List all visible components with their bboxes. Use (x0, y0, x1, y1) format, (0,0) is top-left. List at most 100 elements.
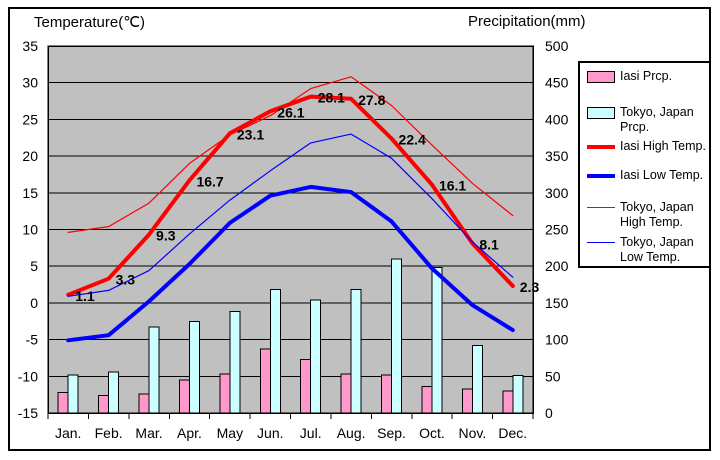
svg-text:1.1: 1.1 (75, 288, 95, 304)
legend-item-iasi-low: Iasi Low Temp. (587, 168, 707, 184)
data-point-labels: 1.1 3.3 9.3 16.7 23.1 26.1 28.1 27.8 22.4 16.1 8.1… (75, 90, 539, 304)
month-ticks (47, 413, 534, 419)
svg-text:300: 300 (545, 185, 569, 201)
legend-item-iasi-prcp: Iasi Prcp. (587, 69, 707, 85)
svg-text:Feb.: Feb. (95, 425, 123, 441)
bar (461, 388, 473, 414)
svg-text:16.7: 16.7 (196, 173, 223, 189)
temperature-axis-labels: 35 30 25 20 15 10 5 0 -5 -10 -15 (18, 38, 38, 421)
temp-line (67, 133, 514, 297)
bar (219, 373, 231, 414)
bar (421, 386, 433, 414)
svg-text:May: May (217, 425, 243, 441)
tokyo-prcp-swatch (587, 106, 615, 119)
svg-text:250: 250 (545, 222, 569, 238)
legend-item-tokyo-low: Tokyo, Japan Low Temp. (587, 235, 707, 266)
svg-text:16.1: 16.1 (439, 178, 466, 194)
svg-text:150: 150 (545, 295, 569, 311)
legend-label-iasi-high: Iasi High Temp. (620, 138, 706, 153)
svg-text:Oct.: Oct. (419, 425, 445, 441)
bar (178, 379, 190, 414)
legend-label-tokyo-prcp: Tokyo, Japan Prcp. (620, 104, 694, 135)
bar (391, 258, 403, 414)
bar (502, 390, 514, 414)
temp-line (66, 184, 515, 343)
svg-text:200: 200 (545, 258, 569, 274)
legend-item-iasi-high: Iasi High Temp. (587, 139, 707, 155)
tokyo-low-line-swatch (587, 241, 615, 243)
svg-text:350: 350 (545, 148, 569, 164)
svg-text:100: 100 (545, 332, 569, 348)
svg-text:9.3: 9.3 (156, 228, 176, 244)
svg-text:Jan.: Jan. (55, 425, 81, 441)
iasi-high-line-swatch (587, 144, 615, 149)
svg-text:22.4: 22.4 (399, 131, 426, 147)
svg-text:5: 5 (30, 258, 38, 274)
iasi-low-line-swatch (587, 174, 615, 178)
iasi-prcp-swatch (587, 71, 615, 83)
bar (108, 371, 120, 414)
svg-text:Jul.: Jul. (300, 425, 322, 441)
svg-text:3.3: 3.3 (116, 272, 136, 288)
svg-text:-5: -5 (26, 332, 39, 348)
legend-item-tokyo-high: Tokyo, Japan High Temp. (587, 200, 707, 231)
precipitation-axis-title: Precipitation(mm) (468, 13, 586, 30)
bar (229, 311, 241, 414)
bar (259, 348, 271, 414)
svg-text:28.1: 28.1 (318, 90, 345, 106)
temp-line (67, 76, 514, 233)
svg-text:50: 50 (545, 368, 561, 384)
bar (310, 299, 322, 414)
temperature-axis-title: Temperature(℃) (34, 14, 146, 31)
svg-text:2.3: 2.3 (520, 279, 540, 295)
svg-text:500: 500 (545, 38, 569, 54)
bar (300, 358, 312, 414)
month-labels: Jan. Feb. Mar. Apr. May Jun. Jul. Aug. Sep. Oct. N… (55, 425, 527, 441)
bar (471, 344, 483, 414)
bar (98, 394, 110, 414)
svg-text:Jun.: Jun. (257, 425, 283, 441)
svg-text:Dec.: Dec. (498, 425, 527, 441)
svg-text:Mar.: Mar. (135, 425, 162, 441)
svg-text:Sep.: Sep. (377, 425, 406, 441)
bar (188, 320, 200, 414)
temp-line (66, 94, 515, 297)
bar (350, 289, 362, 414)
legend: Iasi Prcp. Tokyo, Japan Prcp. Iasi High … (578, 61, 711, 268)
svg-text:10: 10 (22, 222, 38, 238)
svg-text:Apr.: Apr. (177, 425, 202, 441)
bar (431, 267, 443, 414)
bar (148, 326, 160, 414)
svg-text:15: 15 (22, 185, 38, 201)
bar (381, 374, 393, 414)
bar (67, 374, 79, 414)
bar (57, 391, 69, 414)
legend-label-iasi-prcp: Iasi Prcp. (620, 69, 673, 83)
precipitation-bars (57, 258, 524, 414)
svg-text:30: 30 (22, 75, 38, 91)
svg-text:-10: -10 (18, 368, 38, 384)
bar (512, 375, 524, 414)
legend-label-iasi-low: Iasi Low Temp. (620, 168, 704, 182)
bar (138, 393, 150, 414)
tokyo-high-line-swatch (587, 206, 615, 208)
svg-text:Nov.: Nov. (459, 425, 487, 441)
svg-text:26.1: 26.1 (277, 104, 304, 120)
svg-text:23.1: 23.1 (237, 126, 264, 142)
svg-text:20: 20 (22, 148, 38, 164)
temperature-lines (66, 76, 515, 343)
legend-item-tokyo-prcp: Tokyo, Japan Prcp. (587, 105, 707, 136)
svg-text:25: 25 (22, 111, 38, 127)
svg-text:Aug.: Aug. (337, 425, 366, 441)
legend-label-tokyo-low: Tokyo, Japan Low Temp. (620, 234, 694, 265)
svg-text:0: 0 (30, 295, 38, 311)
svg-text:-15: -15 (18, 405, 38, 421)
svg-text:0: 0 (545, 405, 553, 421)
svg-text:400: 400 (545, 111, 569, 127)
bar (269, 289, 281, 414)
svg-text:35: 35 (22, 38, 38, 54)
legend-label-tokyo-high: Tokyo, Japan High Temp. (620, 199, 694, 230)
